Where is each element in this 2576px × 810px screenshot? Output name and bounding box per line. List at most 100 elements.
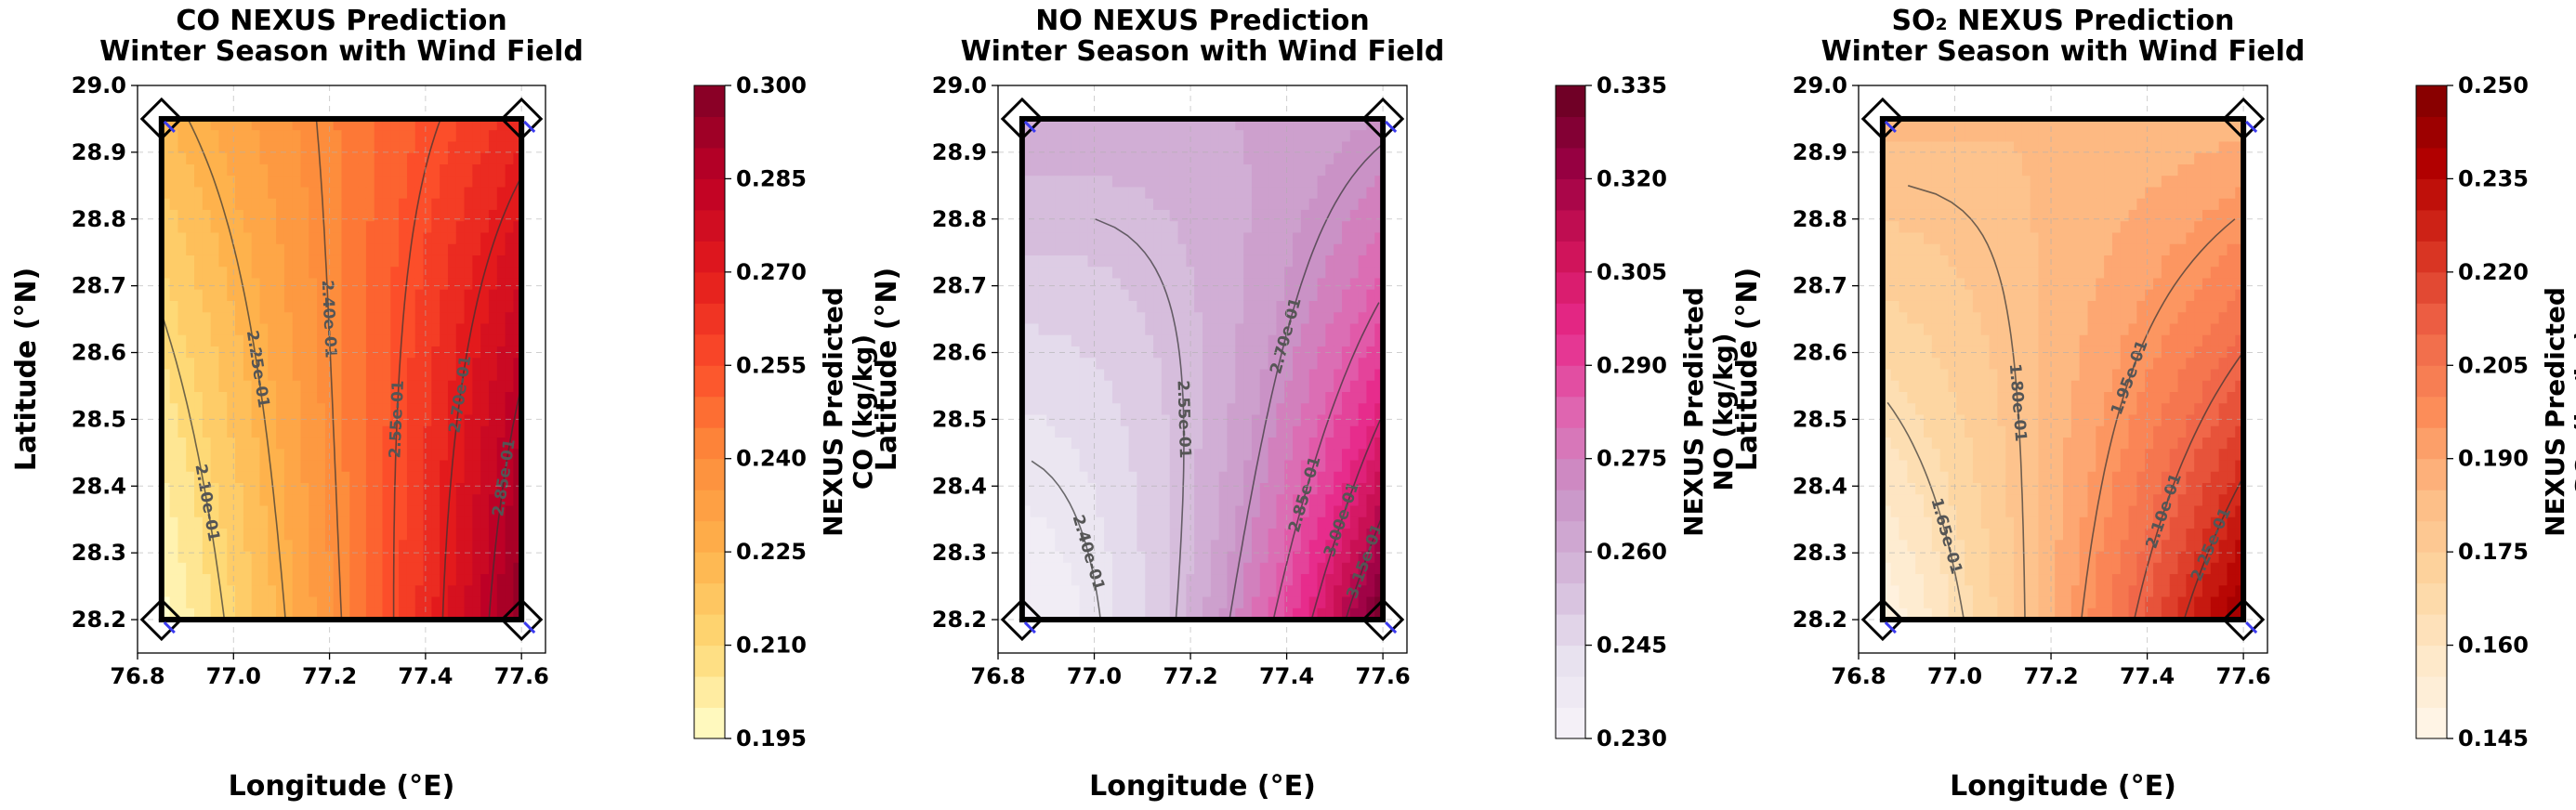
heatmap-cell xyxy=(194,414,204,427)
heatmap-cell xyxy=(1358,289,1368,302)
heatmap-cell xyxy=(1956,255,1965,268)
heatmap-cell xyxy=(1374,471,1384,484)
heatmap-cell xyxy=(488,141,498,154)
heatmap-cell xyxy=(1317,403,1326,416)
heatmap-cell xyxy=(210,221,220,234)
heatmap-cell xyxy=(374,289,384,302)
heatmap-cell xyxy=(1137,574,1146,586)
heatmap-cell xyxy=(358,152,367,165)
heatmap-cell xyxy=(382,300,391,313)
heatmap-cell xyxy=(1349,438,1360,450)
heatmap-cell xyxy=(414,562,425,575)
heatmap-cell xyxy=(2202,176,2212,189)
heatmap-cell xyxy=(1120,152,1130,165)
colorbar-swatch xyxy=(694,85,725,117)
heatmap-cell xyxy=(431,414,440,427)
heatmap-cell xyxy=(1079,483,1089,495)
heatmap-cell xyxy=(447,505,457,518)
heatmap-cell xyxy=(382,392,391,404)
heatmap-cell xyxy=(513,449,522,462)
heatmap-cell xyxy=(210,551,220,564)
heatmap-cell xyxy=(2128,334,2138,347)
heatmap-cell xyxy=(431,323,440,336)
heatmap-cell xyxy=(1924,267,1933,280)
heatmap-cell xyxy=(2177,163,2187,176)
heatmap-cell xyxy=(1965,243,1974,256)
heatmap-cell xyxy=(358,369,367,382)
heatmap-cell xyxy=(480,585,490,598)
heatmap-cell xyxy=(1366,221,1375,234)
heatmap-cell xyxy=(480,608,490,621)
heatmap-cell xyxy=(1177,312,1187,325)
heatmap-cell xyxy=(2063,300,2072,313)
heatmap-cell xyxy=(1030,346,1040,359)
x-tick-label: 77.4 xyxy=(1259,663,1314,689)
heatmap-cell xyxy=(399,187,408,200)
heatmap-cell xyxy=(227,323,236,336)
heatmap-cell xyxy=(2145,152,2154,165)
heatmap-cell xyxy=(1030,574,1040,586)
heatmap-cell xyxy=(259,176,269,189)
heatmap-cell xyxy=(1342,130,1351,143)
heatmap-cell xyxy=(1120,358,1130,371)
heatmap-cell xyxy=(1203,460,1212,473)
heatmap-cell xyxy=(423,505,432,518)
heatmap-cell xyxy=(1096,562,1105,575)
heatmap-cell xyxy=(1308,425,1319,438)
heatmap-cell xyxy=(1145,483,1154,495)
heatmap-cell xyxy=(1235,438,1244,450)
heatmap-cell xyxy=(1030,358,1040,371)
heatmap-cell xyxy=(447,596,457,609)
heatmap-cell xyxy=(1334,267,1343,280)
heatmap-cell xyxy=(349,243,359,256)
y-tick-label: 28.8 xyxy=(932,206,987,232)
heatmap-cell xyxy=(2128,312,2138,325)
heatmap-cell xyxy=(1186,392,1195,404)
wind-arrow xyxy=(163,621,176,634)
heatmap-cell xyxy=(1120,232,1130,245)
heatmap-cell xyxy=(210,596,220,609)
heatmap-cell xyxy=(1137,608,1146,621)
heatmap-cell xyxy=(1317,380,1326,393)
heatmap-cell xyxy=(472,540,481,553)
heatmap-cell xyxy=(2169,130,2179,143)
heatmap-cell xyxy=(1308,494,1319,507)
heatmap-cell xyxy=(1997,118,2006,131)
heatmap-cell xyxy=(1366,414,1375,427)
heatmap-cell xyxy=(390,163,400,176)
heatmap-cell xyxy=(1899,278,1908,291)
heatmap-cell xyxy=(1210,243,1220,256)
heatmap-cell xyxy=(259,300,269,313)
heatmap-cell xyxy=(1235,118,1244,131)
heatmap-cell xyxy=(480,438,490,450)
heatmap-cell xyxy=(1251,358,1261,371)
heatmap-cell xyxy=(1907,163,1916,176)
heatmap-cell xyxy=(1145,585,1154,598)
heatmap-cell xyxy=(1046,289,1056,302)
heatmap-cell xyxy=(1120,414,1130,427)
colorbar-swatch xyxy=(1556,178,1585,211)
heatmap-cell xyxy=(1907,334,1916,347)
heatmap-cell xyxy=(1203,141,1212,154)
heatmap-cell xyxy=(1161,505,1171,518)
heatmap-cell xyxy=(1349,392,1360,404)
heatmap-cell xyxy=(1342,529,1351,541)
heatmap-cell xyxy=(1915,255,1925,268)
heatmap-cell xyxy=(259,198,269,211)
heatmap-cell xyxy=(406,449,416,462)
heatmap-cell xyxy=(1931,152,1941,165)
heatmap-cell xyxy=(1931,221,1941,234)
heatmap-cell xyxy=(227,596,236,609)
heatmap-cell xyxy=(1218,255,1229,268)
heatmap-cell xyxy=(358,209,367,222)
heatmap-cell xyxy=(1293,540,1302,553)
heatmap-cell xyxy=(2087,163,2096,176)
heatmap-cell xyxy=(1055,460,1064,473)
heatmap-cell xyxy=(1293,255,1302,268)
heatmap-cell xyxy=(455,380,466,393)
heatmap-cell xyxy=(317,403,326,416)
heatmap-cell xyxy=(1293,118,1302,131)
heatmap-cell xyxy=(1104,425,1113,438)
heatmap-cell xyxy=(1317,221,1326,234)
heatmap-cell xyxy=(268,278,277,291)
